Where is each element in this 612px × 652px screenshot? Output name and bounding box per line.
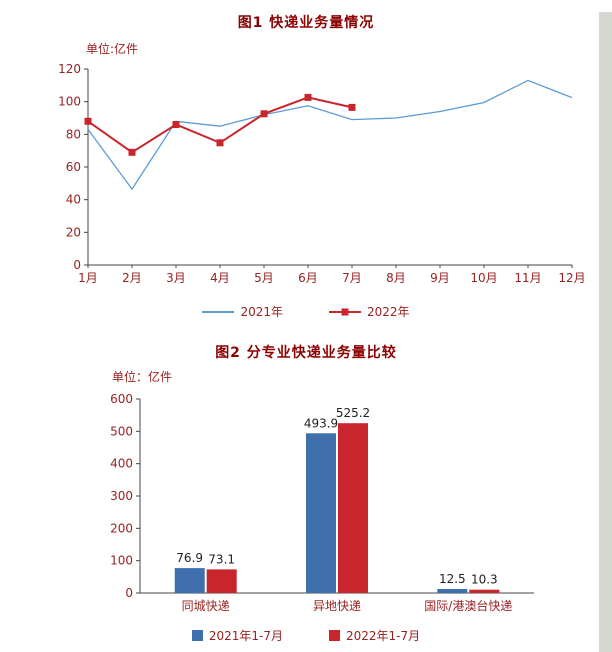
series-marker-2022年 [348,103,356,111]
legend-2022-square-sample [329,630,340,641]
legend-2022-label: 2022年 [367,305,410,319]
figure2-unit-label: 单位：亿件 [112,370,173,384]
x-tick-label: 1月 [78,271,98,285]
bar-国际/港澳台快递-2022年1-7月 [469,589,500,593]
window-edge-strip [599,12,612,652]
bar-value-label: 73.1 [208,552,235,566]
bar-同城快递-2021年1-7月 [174,568,205,593]
bar-value-label: 525.2 [336,406,370,420]
legend-2021-square-sample [191,630,203,641]
legend-2021-label: 2021年 [240,305,283,319]
x-tick-label: 5月 [254,271,274,285]
series-marker-2022年 [172,121,180,128]
y-tick-label: 500 [110,424,133,438]
y-tick-label: 80 [66,127,81,141]
legend-item-2022: 2022年 [329,303,410,320]
legend-item-2021-1-7: 2021年1-7月 [191,627,283,644]
x-tick-label: 4月 [210,271,230,285]
series-marker-2022年 [128,148,136,156]
legend-item-2021: 2021年 [202,303,283,320]
y-tick-label: 600 [110,392,133,406]
series-marker-2022年 [304,93,312,101]
y-tick-label: 20 [66,225,81,239]
legend-2021-1-7-label: 2021年1-7月 [208,629,283,643]
legend-2021-line-sample [202,310,235,313]
x-tick-label: 2月 [122,271,142,285]
line-chart: 0 20 40 60 80 100 120 1月 2月 3月 4月 5月 6月 7月 8月 9月 10月 11月 1… [58,62,586,285]
y-tick-label: 60 [66,160,81,174]
series-line-2021年 [87,79,573,191]
series-marker-2022年 [216,139,224,147]
figure1-unit-label: 单位:亿件 [86,42,139,56]
bar-异地快递-2022年1-7月 [338,423,368,593]
figure2-legend: 2021年1-7月 2022年1-7月 [0,627,612,644]
y-tick-label: 100 [58,95,81,109]
x-tick-label: 异地快递 [313,599,361,613]
y-tick-label: 100 [110,554,133,568]
figure1-legend: 2021年 2022年 [0,303,612,320]
bar-value-label: 76.9 [176,551,203,565]
y-tick-label: 300 [110,489,133,503]
bar-同城快递-2022年1-7月 [206,569,237,593]
x-tick-label: 10月 [470,271,497,285]
bar-value-label: 10.3 [471,573,498,587]
x-tick-label: 8月 [386,271,406,285]
legend-2022-marker-sample [341,308,349,315]
x-tick-label: 6月 [298,271,318,285]
x-tick-label: 7月 [342,271,362,285]
bar-value-label: 12.5 [439,572,466,586]
y-tick-label: 40 [66,193,81,207]
x-tick-label: 11月 [514,271,541,285]
y-tick-label: 200 [110,521,133,535]
figure2-title: 图2 分专业快递业务量比较 [215,345,397,361]
y-tick-label: 120 [58,62,81,76]
bar-国际/港澳台快递-2021年1-7月 [437,589,468,593]
legend-2022-line-sample [329,308,361,315]
x-tick-label: 同城快递 [182,599,230,613]
legend-2022-1-7-label: 2022年1-7月 [346,629,421,643]
y-tick-label: 0 [73,258,81,272]
figure1-title: 图1 快递业务量情况 [237,15,375,31]
bar-chart: 0 100 200 300 400 500 600 同城快递 异地快递 国际/港澳台快递 76.9 4… [110,392,534,613]
bar-value-label: 493.9 [304,416,338,430]
x-tick-label: 9月 [430,271,450,285]
bar-异地快递-2021年1-7月 [306,433,336,593]
series-marker-2022年 [260,110,268,118]
y-tick-label: 400 [110,457,133,471]
x-tick-label: 12月 [558,271,585,285]
figure-1-line-chart-section: 图1 快递业务量情况 单位:亿件 0 20 40 60 80 100 120 1月 2月 3月 4月… [0,12,612,320]
x-tick-label: 3月 [166,271,186,285]
x-tick-label: 国际/港澳台快递 [424,598,512,613]
y-tick-label: 0 [125,586,133,600]
legend-item-2022-1-7: 2022年1-7月 [329,627,420,644]
figure-2-bar-chart-section: 图2 分专业快递业务量比较 单位：亿件 0 100 200 300 400 500 600 同… [0,342,612,644]
series-marker-2022年 [84,117,92,125]
